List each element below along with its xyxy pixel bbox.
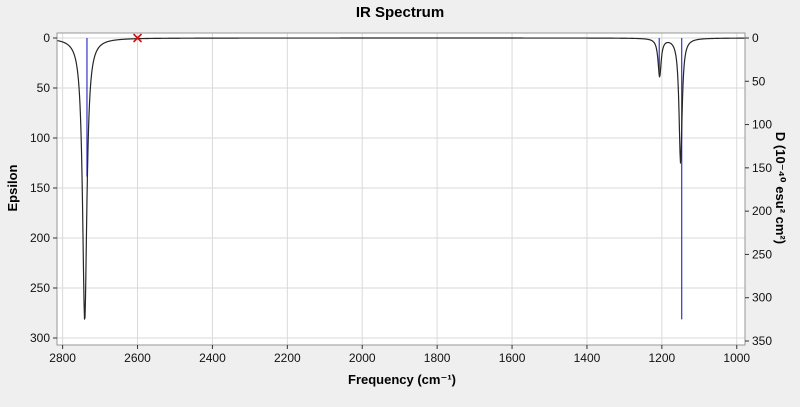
- right-tick-label: 50: [752, 74, 766, 88]
- left-tick-label: 200: [30, 231, 50, 245]
- cursor-marker[interactable]: [133, 33, 142, 43]
- left-tick-label: 250: [30, 281, 50, 295]
- x-tick-label: 1000: [723, 351, 750, 365]
- left-axis-label: Epsilon: [5, 164, 20, 212]
- plot-area-bg: [57, 33, 745, 345]
- x-tick-label: 1400: [574, 351, 601, 365]
- x-tick-label: 2600: [124, 351, 151, 365]
- right-tick-label: 0: [752, 31, 759, 45]
- plot-border: [56, 32, 746, 346]
- left-tick-label: 0: [43, 31, 50, 45]
- right-tick-label: 200: [752, 204, 772, 218]
- chart-title: IR Spectrum: [355, 4, 445, 21]
- epsilon-curve: [57, 37, 745, 320]
- left-tick-label: 300: [30, 331, 50, 345]
- x-tick-label: 2800: [49, 351, 76, 365]
- right-tick-label: 150: [752, 161, 772, 175]
- x-tick-label: 1600: [499, 351, 526, 365]
- x-tick-label: 1800: [424, 351, 451, 365]
- x-tick-label: 2200: [274, 351, 301, 365]
- right-tick-label: 250: [752, 247, 772, 261]
- right-tick-label: 350: [752, 334, 772, 348]
- right-axis-label: D (10⁻⁴⁰ esu² cm²): [773, 131, 788, 245]
- x-tick-label: 1200: [649, 351, 676, 365]
- left-tick-label: 100: [30, 131, 50, 145]
- left-tick-label: 50: [37, 81, 51, 95]
- x-tick-label: 2000: [349, 351, 376, 365]
- x-axis-label: Frequency (cm⁻¹): [348, 372, 456, 387]
- x-tick-label: 2400: [199, 351, 226, 365]
- right-tick-label: 300: [752, 291, 772, 305]
- right-tick-label: 100: [752, 118, 772, 132]
- left-tick-label: 150: [30, 181, 50, 195]
